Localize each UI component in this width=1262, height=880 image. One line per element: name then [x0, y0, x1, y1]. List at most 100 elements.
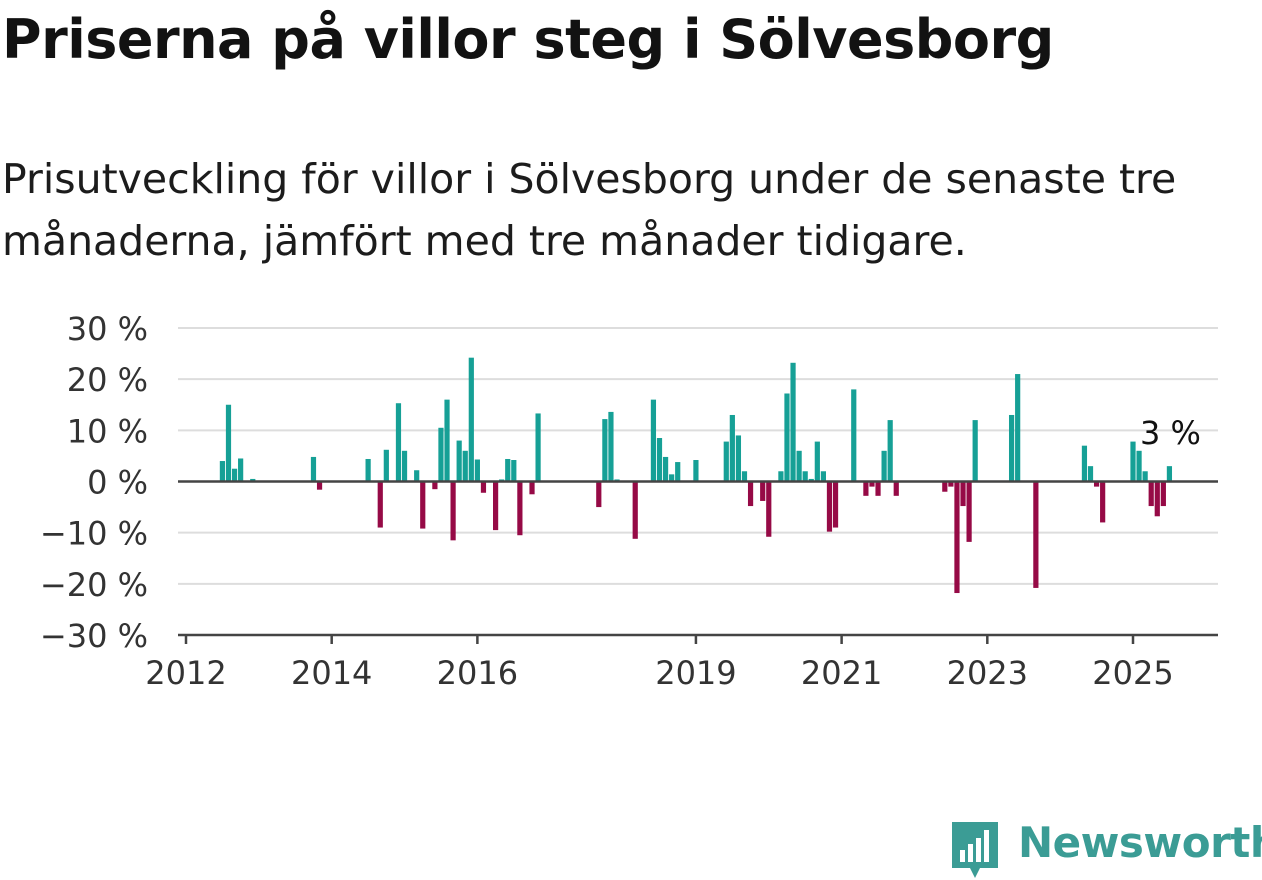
bar — [596, 481, 602, 508]
x-tick-label: 2012 — [145, 654, 226, 692]
bar — [741, 471, 748, 482]
bar — [669, 474, 675, 482]
bar — [450, 481, 456, 541]
bar — [316, 481, 323, 490]
bar — [662, 456, 669, 482]
bar — [1015, 374, 1021, 482]
x-tick-label: 2016 — [437, 654, 518, 692]
bar — [608, 411, 614, 482]
bar — [432, 481, 438, 490]
newsworthy-logo-icon — [952, 822, 998, 878]
bar — [729, 414, 735, 482]
bar — [1136, 450, 1142, 482]
bar — [693, 460, 699, 482]
bar — [401, 450, 408, 482]
bar — [972, 420, 978, 482]
bar — [960, 481, 966, 507]
bar-chart: 30 %20 %10 %0 %−10 %−20 %−30 % 2012 2014 2… — [40, 310, 1218, 692]
bar — [377, 481, 383, 528]
bar — [529, 481, 535, 495]
bar — [675, 462, 681, 482]
bar — [851, 389, 857, 482]
newsworthy-logo: Newsworthy — [950, 818, 1262, 878]
bar — [942, 481, 948, 492]
bar — [1033, 481, 1039, 588]
annotations: 3 % — [1140, 414, 1201, 452]
bar — [954, 481, 960, 594]
bar — [760, 481, 766, 501]
y-tick-label: 30 % — [67, 310, 148, 348]
y-tick-label: −10 % — [40, 515, 148, 553]
bar — [1154, 481, 1160, 517]
bar — [802, 471, 808, 482]
bar — [778, 471, 784, 482]
bar — [656, 438, 663, 482]
bar — [723, 441, 729, 482]
y-tick-label: −20 % — [40, 566, 148, 604]
bar — [1166, 466, 1173, 482]
bar — [790, 362, 796, 482]
chart-subtitle: Prisutveckling för villor i Sölvesborg u… — [2, 155, 1177, 265]
y-tick-label: 20 % — [67, 361, 148, 399]
bar — [602, 419, 608, 482]
bar — [881, 450, 887, 482]
x-axis-ticks: 2012 2014 2016 2019 2021 2023 2025 — [145, 635, 1174, 692]
bar — [766, 481, 772, 537]
bar — [1008, 414, 1015, 482]
bar — [735, 435, 742, 482]
x-tick-label: 2025 — [1092, 654, 1173, 692]
bar — [480, 481, 487, 493]
bar — [462, 450, 468, 482]
x-tick-label: 2021 — [801, 654, 882, 692]
bar — [1087, 466, 1094, 482]
bar — [535, 413, 541, 482]
bar — [444, 399, 450, 482]
axes — [178, 480, 1218, 637]
bar — [784, 393, 790, 482]
brand-name: Newsworthy — [1018, 818, 1262, 867]
bar — [1130, 441, 1136, 482]
bar — [863, 481, 869, 496]
gridlines — [178, 327, 1218, 585]
annotation-label: 3 % — [1140, 414, 1201, 452]
bars — [219, 357, 1173, 594]
bar — [887, 420, 893, 482]
bar — [225, 404, 232, 482]
y-tick-label: 0 % — [87, 464, 148, 502]
bar — [948, 481, 954, 487]
bar — [1160, 481, 1166, 507]
bar — [420, 481, 426, 529]
bar — [875, 481, 881, 496]
bar — [438, 427, 444, 482]
bar — [1148, 481, 1154, 507]
bar — [395, 403, 402, 482]
bar — [250, 478, 256, 482]
x-tick-label: 2023 — [947, 654, 1028, 692]
bar — [468, 357, 474, 482]
bar — [517, 481, 523, 536]
bar — [1081, 445, 1088, 482]
y-tick-label: −30 % — [40, 617, 148, 655]
y-axis-ticks: 30 % 20 % 10 % 0 % −10 % −20 % −30 % — [40, 310, 148, 655]
bar — [238, 458, 244, 482]
bar — [796, 450, 802, 482]
bar — [820, 471, 826, 482]
x-tick-label: 2014 — [291, 654, 372, 692]
bar — [650, 399, 657, 482]
bar — [511, 460, 517, 482]
bar — [231, 468, 238, 482]
x-tick-label: 2019 — [655, 654, 736, 692]
bar — [414, 470, 420, 482]
bar — [966, 481, 972, 542]
bar — [893, 481, 899, 496]
bar — [456, 440, 462, 482]
bar — [869, 481, 875, 487]
bar — [493, 481, 499, 531]
chart-title: Priserna på villor steg i Sölvesborg — [2, 8, 1054, 71]
bar — [832, 481, 839, 528]
bar — [747, 481, 754, 507]
bar — [826, 481, 833, 532]
bar — [365, 458, 371, 482]
bar — [632, 481, 638, 539]
bar — [808, 478, 814, 482]
